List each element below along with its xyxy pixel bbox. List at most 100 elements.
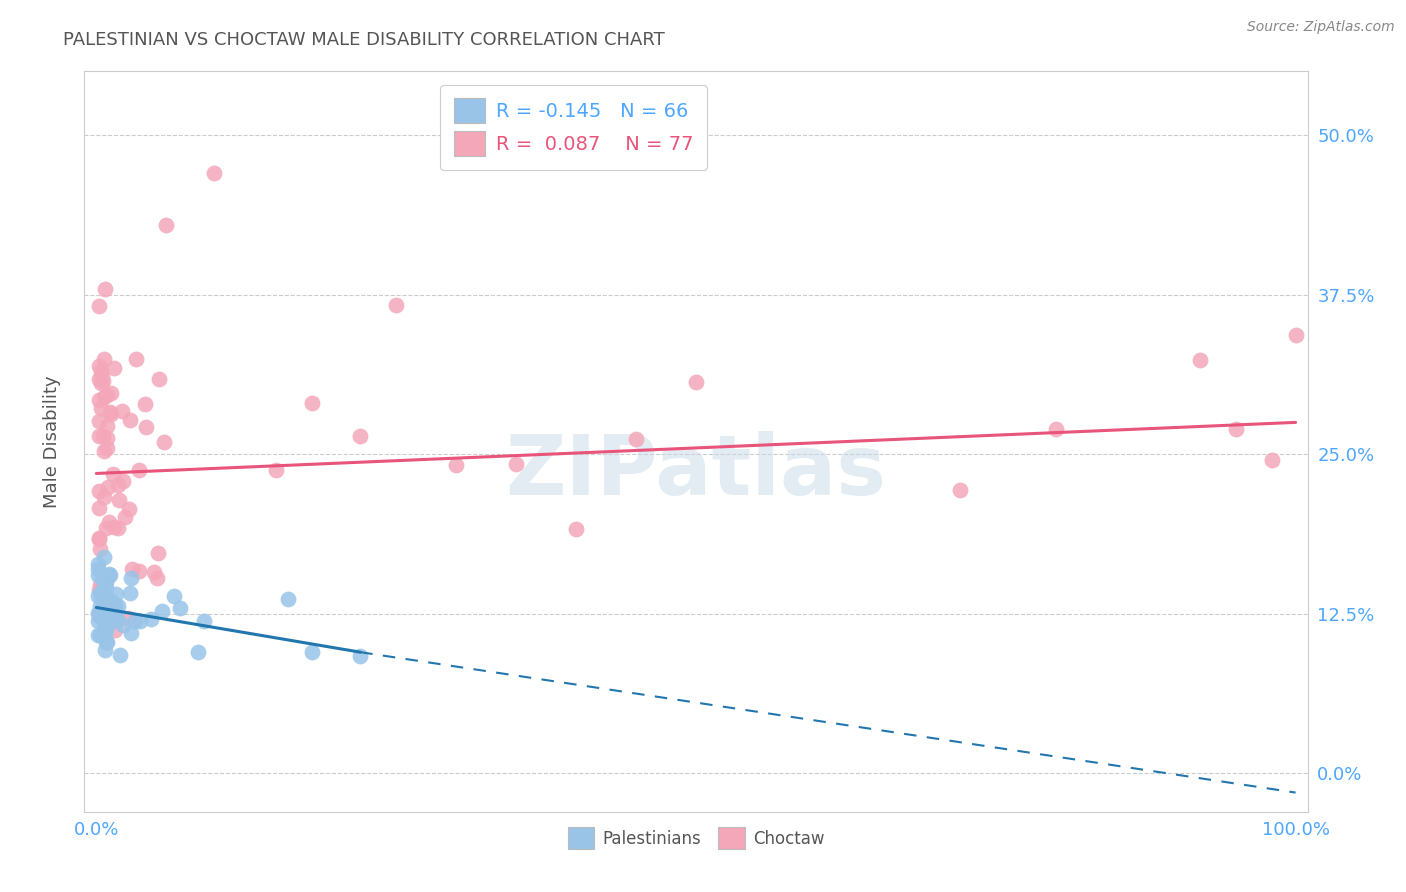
Point [91,592,114,607]
Point [349,429,371,443]
Text: ZIPatlas: ZIPatlas [506,431,886,512]
Point [94,617,117,632]
Point [90,572,112,586]
Point [94,521,117,535]
Point [93,549,115,564]
Point [90,610,112,624]
Point [104,605,127,619]
Point [103,599,125,614]
Point [118,413,141,427]
Point [90,364,112,378]
Point [97,567,120,582]
Point [349,649,371,664]
Point [104,598,127,612]
Point [87,582,110,597]
Point [96,574,118,589]
Point [93,391,115,405]
Point [86,614,108,628]
Point [94,626,117,640]
Point [1188,353,1211,368]
Point [96,609,118,624]
Point [86,628,108,642]
Point [505,457,527,471]
Point [104,615,127,629]
Point [128,463,150,477]
Text: PALESTINIAN VS CHOCTAW MALE DISABILITY CORRELATION CHART: PALESTINIAN VS CHOCTAW MALE DISABILITY C… [63,31,665,49]
Point [90,369,112,384]
Point [96,594,118,608]
Point [163,589,186,603]
Point [685,375,707,389]
Point [187,645,209,659]
Legend: Palestinians, Choctaw: Palestinians, Choctaw [558,817,834,859]
Point [141,612,163,626]
Point [101,467,124,482]
Point [87,299,110,313]
Point [94,282,117,296]
Point [87,428,110,442]
Point [97,593,120,607]
Point [97,479,120,493]
Point [98,516,121,530]
Point [100,603,122,617]
Point [143,565,166,579]
Point [107,611,129,625]
Point [1225,422,1247,436]
Point [91,586,114,600]
Point [93,352,115,367]
Point [90,603,112,617]
Point [90,401,112,415]
Point [124,614,146,628]
Text: Source: ZipAtlas.com: Source: ZipAtlas.com [1247,20,1395,34]
Point [128,614,150,628]
Point [86,561,108,575]
Point [120,586,142,600]
Point [120,571,142,585]
Point [148,371,170,385]
Point [86,589,108,603]
Point [169,600,191,615]
Point [98,568,121,582]
Point [100,594,122,608]
Point [97,569,120,583]
Point [87,414,110,428]
Point [101,607,124,622]
Point [87,501,110,516]
Point [87,531,110,545]
Point [624,432,647,446]
Point [150,604,173,618]
Point [264,463,287,477]
Point [949,483,972,497]
Point [118,501,141,516]
Point [93,599,115,614]
Point [153,435,176,450]
Point [117,611,139,625]
Point [89,608,111,623]
Point [103,360,125,375]
Point [87,568,110,582]
Point [91,604,114,618]
Point [93,443,115,458]
Point [444,458,467,473]
Point [87,483,110,498]
Point [98,405,121,419]
Point [202,166,225,180]
Point [105,587,128,601]
Point [301,396,323,410]
Point [1045,422,1067,436]
Point [96,635,118,649]
Point [155,218,177,232]
Point [93,490,115,504]
Point [94,589,117,603]
Point [94,582,117,596]
Point [91,428,114,442]
Point [94,623,117,637]
Point [91,374,114,388]
Point [91,606,114,620]
Point [128,564,150,578]
Point [111,618,134,632]
Point [108,648,131,662]
Point [96,419,118,434]
Point [90,376,112,390]
Y-axis label: Male Disability: Male Disability [42,376,60,508]
